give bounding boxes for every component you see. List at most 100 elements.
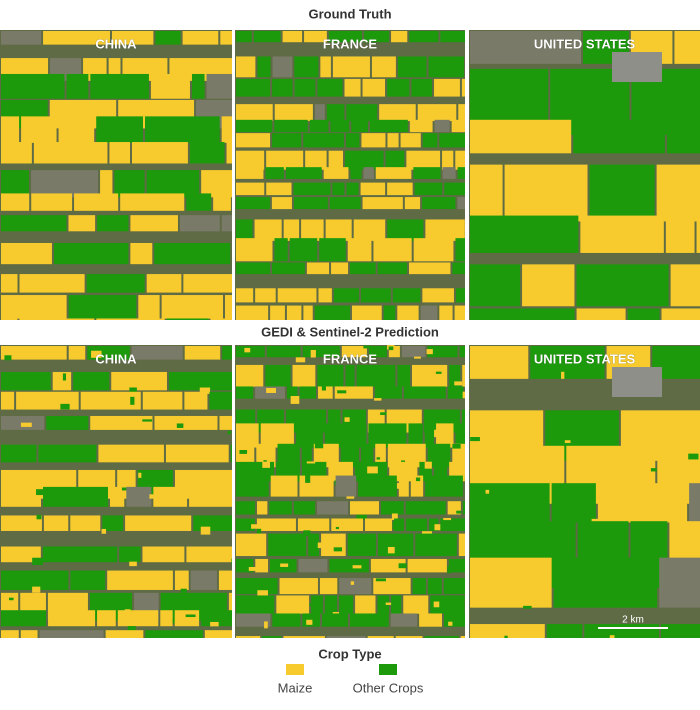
panel-label: FRANCE — [323, 36, 377, 51]
field — [326, 104, 345, 122]
field — [391, 595, 402, 614]
field — [298, 558, 328, 573]
field — [165, 444, 229, 463]
field — [236, 133, 271, 148]
field — [74, 193, 119, 211]
field — [274, 104, 313, 122]
field — [48, 610, 96, 627]
field — [379, 104, 416, 122]
field-speckle — [303, 530, 311, 536]
field — [236, 533, 267, 557]
field — [470, 557, 552, 608]
field — [68, 346, 86, 360]
field — [383, 305, 396, 320]
field — [546, 624, 583, 638]
field — [1, 486, 41, 507]
field — [458, 533, 465, 557]
field — [398, 475, 409, 497]
field — [351, 119, 369, 133]
field — [236, 262, 270, 275]
field — [236, 78, 271, 97]
field-speckle — [335, 526, 339, 530]
field — [90, 415, 153, 430]
field — [387, 182, 413, 196]
field — [236, 518, 255, 531]
field — [114, 170, 145, 198]
field — [405, 501, 446, 515]
field — [597, 483, 688, 523]
field — [98, 444, 164, 463]
field — [272, 56, 293, 78]
field — [90, 73, 149, 99]
field-speckle — [380, 412, 390, 415]
field-speckle — [367, 466, 378, 474]
field — [1, 215, 67, 232]
scale-bar: 2 km — [598, 615, 668, 629]
field — [271, 197, 292, 210]
field — [222, 346, 232, 360]
field — [358, 475, 397, 497]
field — [102, 515, 124, 531]
field — [265, 167, 284, 179]
field — [470, 31, 581, 64]
field — [1, 142, 32, 164]
field — [236, 182, 265, 196]
field — [351, 305, 382, 320]
field — [470, 483, 550, 523]
field — [460, 636, 465, 638]
field-speckle — [564, 440, 571, 444]
field — [191, 73, 205, 99]
field — [111, 31, 154, 45]
field-speckle — [244, 347, 251, 353]
field — [584, 624, 659, 638]
field — [504, 164, 588, 222]
field — [21, 116, 57, 143]
field — [183, 274, 232, 293]
field — [580, 215, 664, 253]
field — [230, 444, 232, 463]
field — [150, 73, 190, 99]
field — [38, 444, 97, 463]
field — [350, 501, 379, 515]
field — [361, 133, 386, 148]
field — [314, 305, 350, 320]
field — [253, 31, 281, 43]
field — [329, 558, 369, 573]
field-speckle — [356, 514, 367, 520]
field — [236, 197, 270, 210]
field — [346, 182, 359, 196]
field — [100, 170, 113, 198]
field — [1, 193, 30, 211]
field-speckle — [4, 355, 12, 361]
field — [256, 518, 296, 531]
field — [213, 193, 231, 211]
field — [146, 170, 200, 198]
field-speckle — [344, 417, 350, 422]
field — [274, 119, 308, 133]
town — [612, 52, 662, 82]
field — [443, 578, 465, 595]
field-speckle — [142, 419, 153, 422]
field — [53, 242, 129, 265]
field — [236, 288, 254, 303]
field — [20, 630, 38, 638]
field — [400, 133, 421, 148]
field — [184, 391, 208, 410]
field — [256, 501, 268, 515]
field — [440, 31, 465, 43]
field-speckle — [470, 437, 480, 442]
field — [219, 415, 232, 430]
field — [266, 346, 301, 358]
field — [375, 443, 386, 468]
field — [387, 78, 410, 97]
map-panel: CHINA — [0, 345, 232, 638]
field-speckle — [433, 601, 440, 608]
field-speckle — [421, 531, 433, 536]
field-speckle — [391, 513, 398, 520]
field — [409, 31, 439, 43]
field — [117, 610, 159, 627]
field-speckle — [375, 578, 386, 582]
field — [353, 219, 386, 241]
field — [168, 371, 232, 391]
field — [573, 119, 665, 154]
